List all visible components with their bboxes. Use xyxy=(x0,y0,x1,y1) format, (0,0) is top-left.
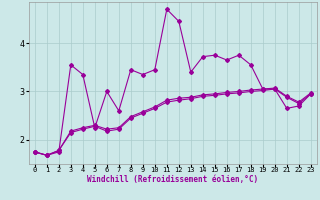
X-axis label: Windchill (Refroidissement éolien,°C): Windchill (Refroidissement éolien,°C) xyxy=(87,175,258,184)
